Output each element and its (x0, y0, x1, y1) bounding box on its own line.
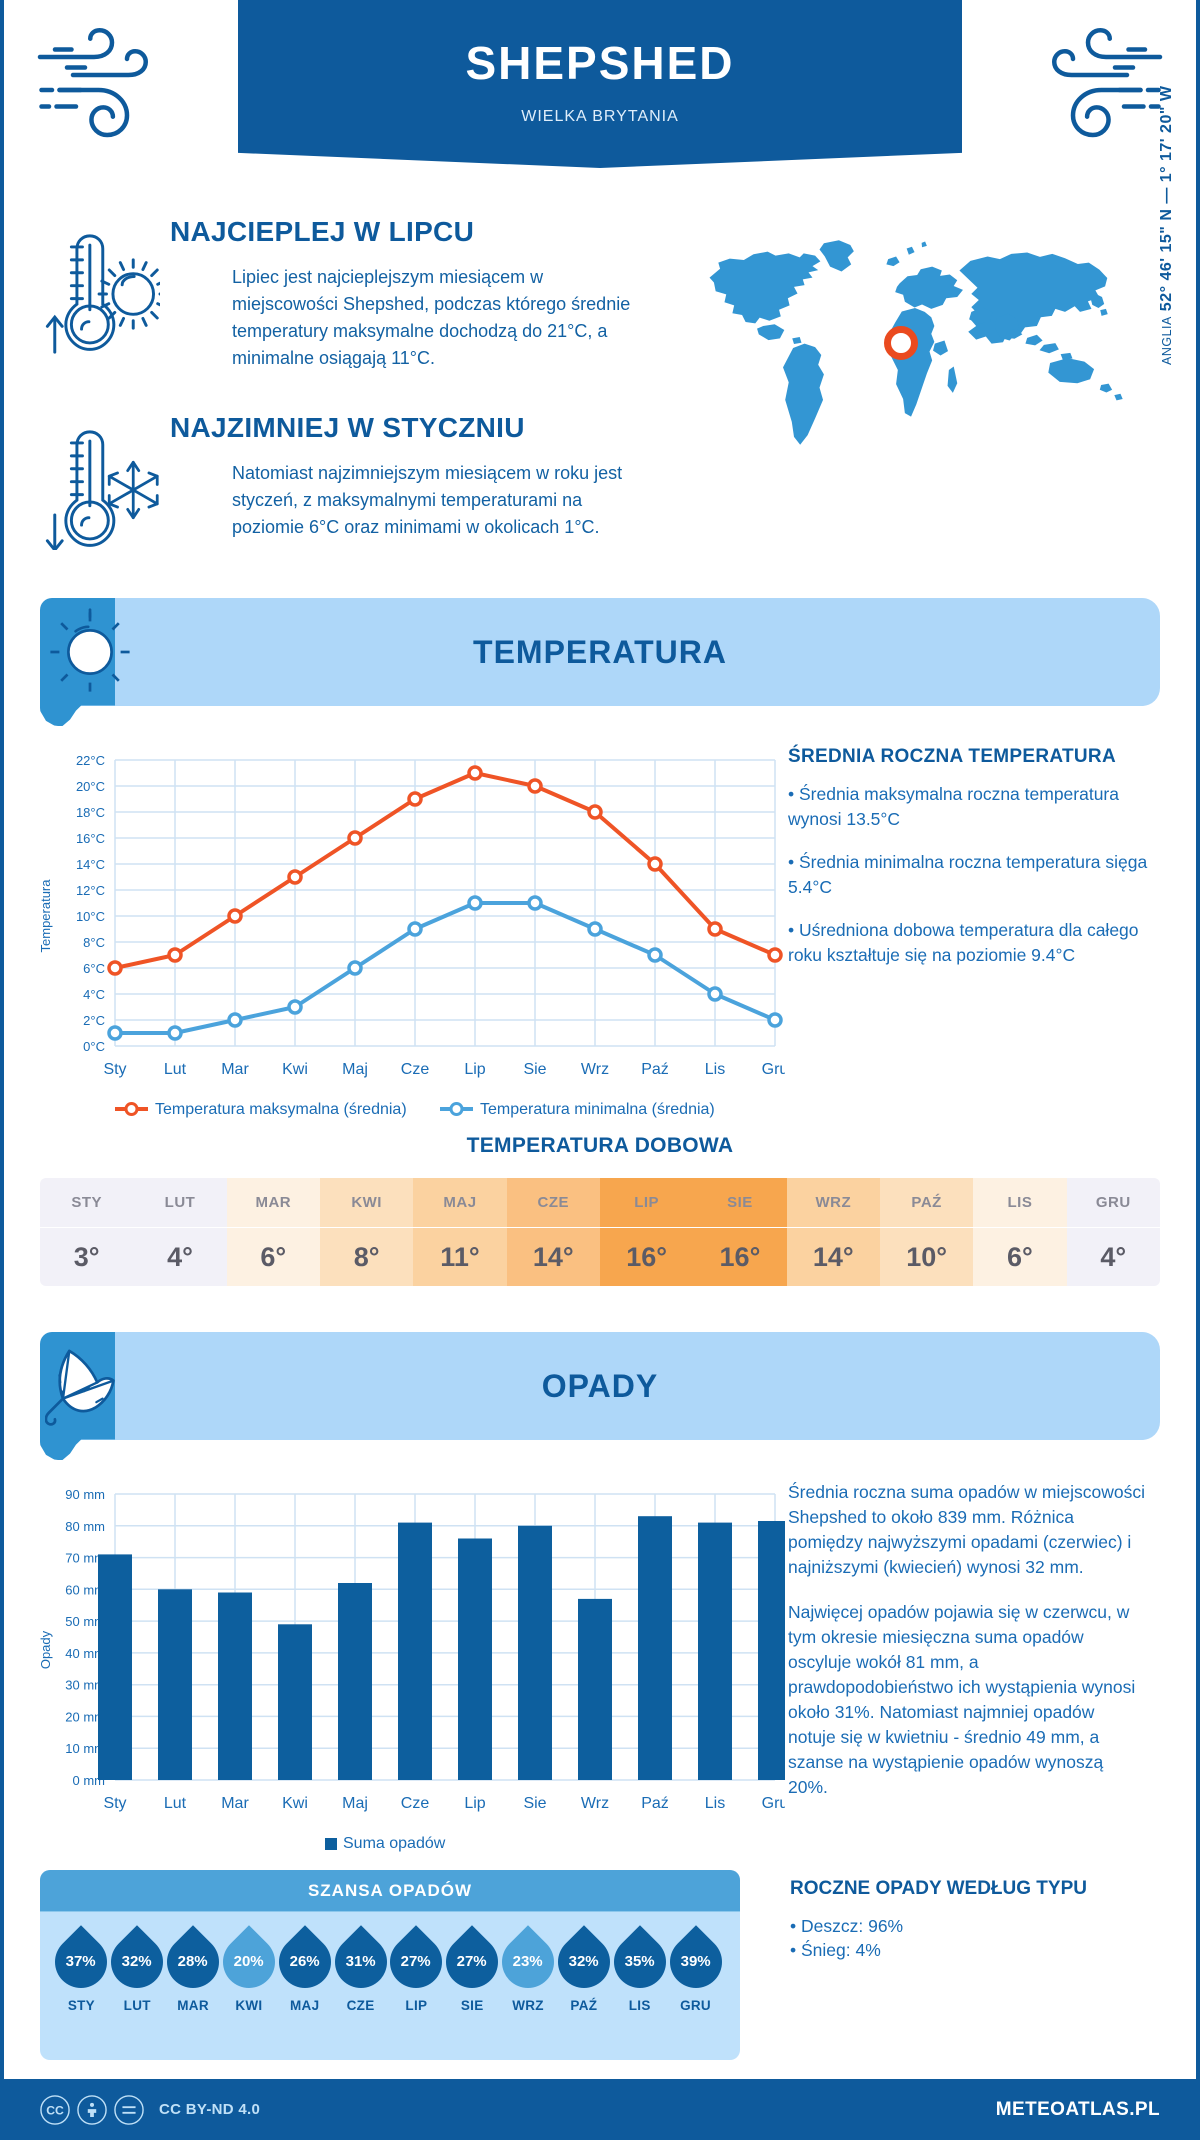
svg-text:16°C: 16°C (76, 831, 105, 846)
svg-text:Opady: Opady (40, 1630, 53, 1669)
svg-text:CC: CC (46, 2103, 64, 2117)
svg-text:Lip: Lip (464, 1061, 485, 1078)
svg-text:Maj: Maj (342, 1795, 368, 1812)
svg-text:Wrz: Wrz (581, 1061, 609, 1078)
svg-text:80 mm: 80 mm (65, 1519, 105, 1534)
svg-text:6°C: 6°C (83, 961, 105, 976)
svg-text:Mar: Mar (221, 1795, 249, 1812)
svg-text:Kwi: Kwi (282, 1795, 308, 1812)
svg-text:Cze: Cze (401, 1061, 430, 1078)
svg-text:14°C: 14°C (76, 857, 105, 872)
svg-text:Lip: Lip (464, 1795, 485, 1812)
svg-text:Sty: Sty (103, 1061, 126, 1078)
svg-text:Temperatura maksymalna (średni: Temperatura maksymalna (średnia) (155, 1101, 407, 1118)
svg-text:20°C: 20°C (76, 779, 105, 794)
svg-text:8°C: 8°C (83, 935, 105, 950)
svg-text:Wrz: Wrz (581, 1795, 609, 1812)
svg-text:2°C: 2°C (83, 1013, 105, 1028)
svg-text:Temperatura minimalna (średnia: Temperatura minimalna (średnia) (480, 1101, 715, 1118)
svg-text:Sie: Sie (523, 1795, 546, 1812)
svg-text:Cze: Cze (401, 1795, 430, 1812)
svg-text:Temperatura: Temperatura (40, 879, 53, 953)
svg-text:0°C: 0°C (83, 1039, 105, 1054)
svg-text:Lut: Lut (164, 1061, 187, 1078)
svg-text:Lut: Lut (164, 1795, 187, 1812)
svg-text:Kwi: Kwi (282, 1061, 308, 1078)
svg-text:18°C: 18°C (76, 805, 105, 820)
svg-text:Mar: Mar (221, 1061, 249, 1078)
svg-text:Sty: Sty (103, 1795, 126, 1812)
svg-text:Lis: Lis (705, 1795, 725, 1812)
svg-text:12°C: 12°C (76, 883, 105, 898)
svg-text:Suma opadów: Suma opadów (343, 1835, 446, 1852)
svg-text:Sie: Sie (523, 1061, 546, 1078)
svg-text:Gru: Gru (762, 1061, 785, 1078)
svg-text:Lis: Lis (705, 1061, 725, 1078)
svg-text:Paź: Paź (641, 1061, 669, 1078)
svg-text:4°C: 4°C (83, 987, 105, 1002)
svg-text:90 mm: 90 mm (65, 1487, 105, 1502)
svg-text:Paź: Paź (641, 1795, 669, 1812)
svg-text:10°C: 10°C (76, 909, 105, 924)
svg-text:Gru: Gru (762, 1795, 785, 1812)
svg-text:Maj: Maj (342, 1061, 368, 1078)
svg-text:22°C: 22°C (76, 753, 105, 768)
